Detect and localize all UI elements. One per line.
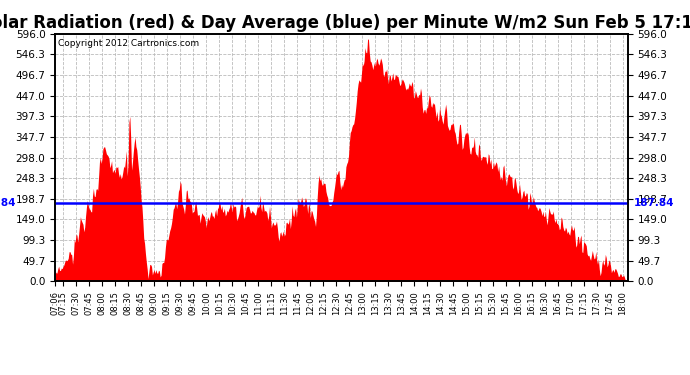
Text: Copyright 2012 Cartronics.com: Copyright 2012 Cartronics.com <box>58 39 199 48</box>
Title: Solar Radiation (red) & Day Average (blue) per Minute W/m2 Sun Feb 5 17:16: Solar Radiation (red) & Day Average (blu… <box>0 14 690 32</box>
Text: 187.84: 187.84 <box>633 198 674 208</box>
Text: 187.84: 187.84 <box>0 198 17 208</box>
